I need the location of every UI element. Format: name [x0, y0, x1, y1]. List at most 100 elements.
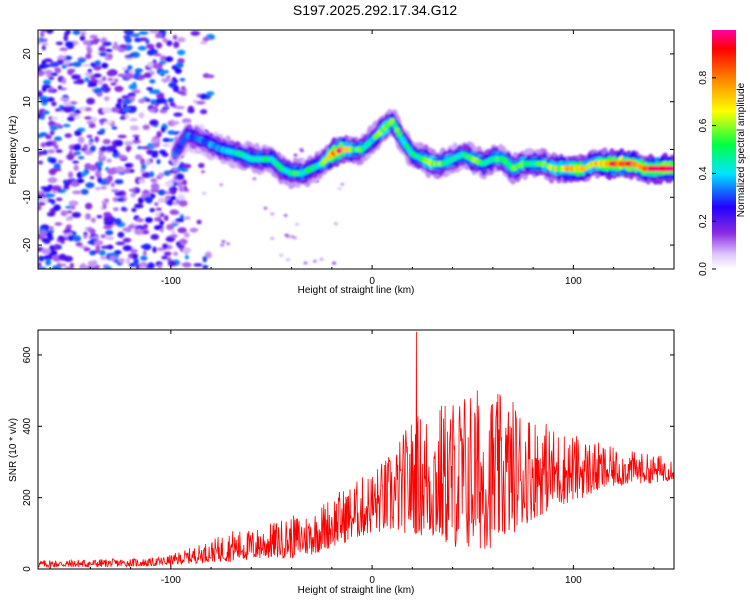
noise-blob	[124, 114, 130, 118]
noise-blob	[175, 62, 184, 69]
noise-blob	[110, 182, 115, 188]
noise-blob	[38, 150, 45, 156]
noise-blob	[49, 130, 55, 136]
noise-blob	[293, 153, 298, 157]
noise-blob	[131, 207, 137, 213]
noise-blob	[122, 98, 132, 105]
noise-blob	[42, 84, 52, 89]
noise-blob	[107, 168, 117, 175]
noise-blob	[64, 133, 72, 138]
noise-blob	[226, 242, 231, 246]
noise-blob	[63, 34, 69, 42]
noise-blob	[333, 222, 338, 226]
noise-blob	[69, 262, 74, 268]
noise-blob	[74, 130, 82, 137]
noise-blob	[156, 131, 162, 138]
noise-blob	[86, 47, 93, 55]
noise-blob	[159, 228, 164, 233]
noise-blob	[67, 116, 75, 122]
noise-blob	[196, 219, 202, 225]
noise-blob	[121, 67, 128, 71]
noise-blob	[49, 245, 55, 252]
noise-blob	[142, 243, 152, 251]
noise-blob	[85, 182, 95, 189]
noise-blob	[221, 240, 226, 243]
noise-blob	[85, 202, 93, 210]
noise-blob	[94, 187, 101, 191]
noise-blob	[45, 259, 52, 266]
noise-blob	[44, 58, 53, 63]
noise-blob	[88, 141, 93, 146]
noise-blob	[177, 49, 186, 56]
noise-blob	[83, 234, 88, 239]
noise-blob	[133, 258, 139, 265]
noise-blob	[149, 79, 156, 84]
top-y-tick-label: -10	[22, 190, 33, 205]
noise-blob	[72, 190, 82, 195]
noise-blob	[337, 187, 342, 191]
noise-blob	[104, 48, 113, 53]
noise-blob	[111, 126, 118, 130]
noise-blob	[137, 197, 144, 204]
noise-blob	[177, 37, 186, 43]
noise-blob	[157, 264, 163, 269]
noise-blob	[38, 90, 43, 98]
noise-blob	[41, 42, 49, 46]
noise-blob	[97, 177, 103, 184]
noise-blob	[178, 200, 188, 207]
noise-blob	[57, 235, 65, 241]
noise-blob	[137, 146, 143, 150]
noise-blob	[285, 258, 290, 262]
noise-blob	[61, 77, 67, 85]
noise-blob	[115, 102, 122, 109]
noise-blob	[164, 103, 169, 108]
noise-blob	[143, 196, 153, 203]
noise-blob	[126, 105, 134, 109]
noise-blob	[119, 44, 128, 49]
noise-blob	[86, 213, 91, 220]
noise-blob	[165, 236, 175, 243]
noise-blob	[174, 106, 185, 110]
noise-blob	[101, 76, 107, 82]
noise-blob	[73, 164, 79, 171]
noise-blob	[90, 145, 96, 152]
noise-blob	[201, 170, 205, 174]
noise-blob	[76, 78, 85, 85]
noise-blob	[67, 234, 75, 242]
noise-blob	[147, 61, 154, 68]
noise-blob	[116, 197, 125, 202]
noise-blob	[44, 69, 53, 75]
noise-blob	[119, 116, 126, 120]
noise-blob	[90, 217, 97, 223]
noise-blob	[46, 212, 56, 217]
noise-blob	[145, 39, 150, 45]
noise-blob	[88, 122, 96, 129]
noise-blob	[127, 224, 135, 229]
ridge-blob	[669, 165, 674, 172]
snr-panel: -100 0 100 0 200 400 600 Height of straight l…	[8, 329, 675, 596]
noise-blob	[159, 55, 167, 62]
noise-blob	[72, 160, 79, 164]
noise-blob	[70, 180, 79, 187]
bottom-y-axis-label: SNR (10 * v/v)	[8, 418, 19, 482]
noise-blob	[166, 40, 173, 47]
noise-blob	[99, 128, 106, 133]
noise-blob	[141, 163, 146, 171]
noise-blob	[174, 68, 182, 74]
noise-blob	[82, 40, 92, 46]
noise-blob	[61, 64, 67, 69]
noise-blob	[108, 255, 117, 261]
noise-blob	[200, 109, 208, 115]
noise-blob	[157, 197, 167, 203]
noise-blob	[107, 77, 114, 82]
noise-blob	[164, 56, 174, 62]
noise-blob	[166, 224, 175, 231]
noise-blob	[65, 41, 75, 48]
noise-blob	[170, 234, 178, 238]
noise-blob	[177, 227, 187, 234]
noise-blob	[182, 247, 192, 254]
noise-blob	[199, 93, 207, 100]
noise-blob	[165, 180, 174, 188]
snr-series-line	[38, 331, 674, 569]
noise-blob	[51, 116, 59, 121]
